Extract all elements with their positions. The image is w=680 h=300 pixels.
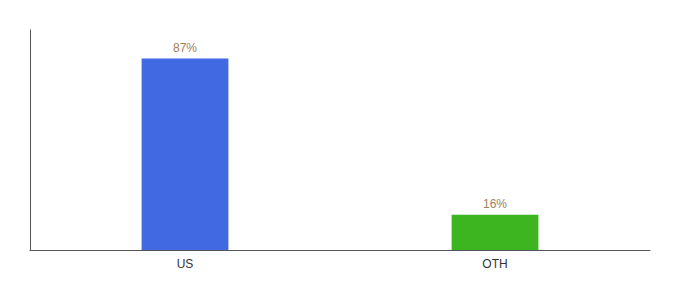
svg-text:US: US [177, 257, 194, 271]
svg-text:16%: 16% [483, 197, 507, 211]
svg-text:87%: 87% [173, 41, 197, 55]
svg-text:OTH: OTH [482, 257, 507, 271]
